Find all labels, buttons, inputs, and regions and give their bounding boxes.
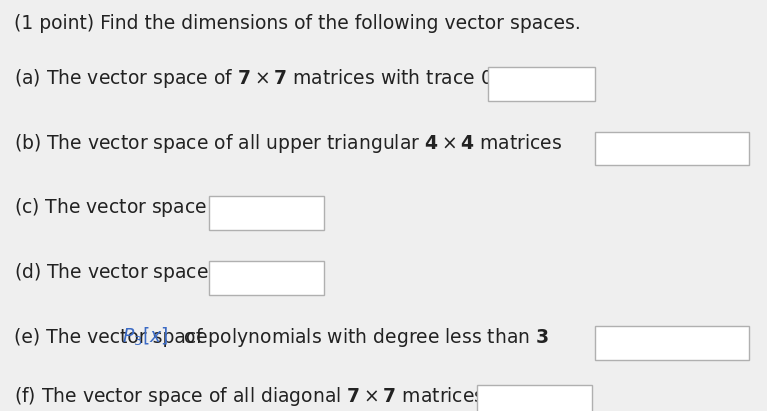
Text: of polynomials with degree less than $\mathbf{3}$: of polynomials with degree less than $\m…	[177, 326, 548, 349]
Text: (c) The vector space $\mathbb{R}^{6}$: (c) The vector space $\mathbb{R}^{6}$	[14, 194, 235, 220]
Text: (d) The vector space $\mathbb{R}^{5 \times 2}$: (d) The vector space $\mathbb{R}^{5 \tim…	[14, 259, 262, 285]
Text: (a) The vector space of $\mathbf{7} \times \mathbf{7}$ matrices with trace 0: (a) The vector space of $\mathbf{7} \tim…	[14, 67, 492, 90]
FancyBboxPatch shape	[209, 261, 324, 295]
FancyBboxPatch shape	[477, 385, 592, 411]
Text: $P_3[x]$: $P_3[x]$	[122, 326, 169, 349]
Text: (e) The vector space: (e) The vector space	[14, 328, 213, 347]
Text: (f) The vector space of all diagonal $\mathbf{7} \times \mathbf{7}$ matrices: (f) The vector space of all diagonal $\m…	[14, 385, 485, 408]
FancyBboxPatch shape	[595, 132, 749, 165]
Text: (b) The vector space of all upper triangular $\mathbf{4} \times \mathbf{4}$ matr: (b) The vector space of all upper triang…	[14, 132, 562, 155]
FancyBboxPatch shape	[595, 326, 749, 360]
FancyBboxPatch shape	[488, 67, 595, 101]
FancyBboxPatch shape	[209, 196, 324, 230]
Text: (1 point) Find the dimensions of the following vector spaces.: (1 point) Find the dimensions of the fol…	[14, 14, 581, 33]
